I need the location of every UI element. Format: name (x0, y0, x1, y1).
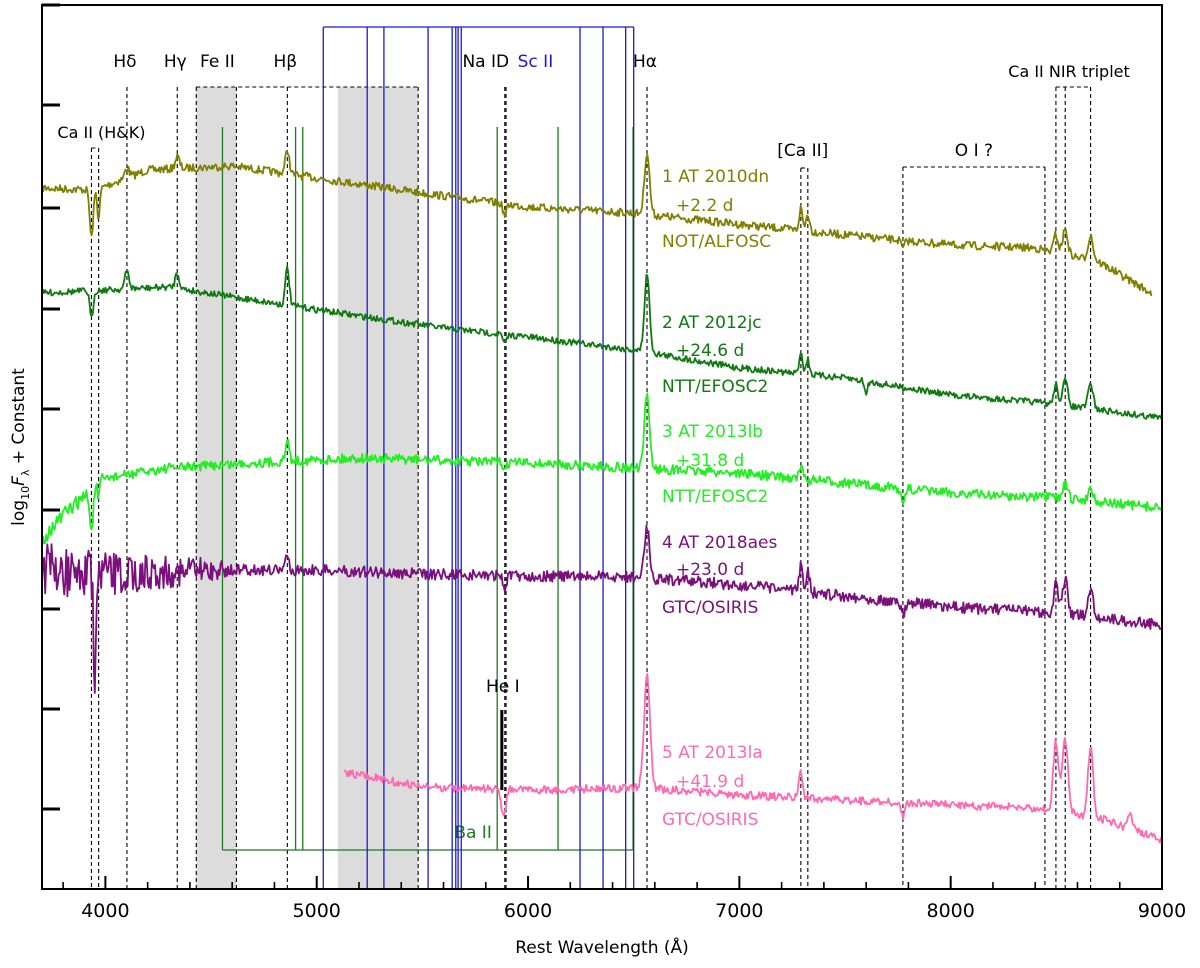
series-instrument: GTC/OSIRIS (662, 810, 758, 830)
series-epoch: +23.0 d (676, 560, 744, 580)
series-epoch: +31.8 d (676, 451, 744, 471)
series-name: 1 AT 2010dn (662, 167, 769, 187)
x-tick-label: 9000 (1138, 900, 1186, 922)
spectrum-line (41, 392, 1163, 547)
ba-ii-markers: Ba II (221, 127, 634, 851)
x-tick-label: 4000 (81, 900, 129, 922)
x-tick-label: 7000 (715, 900, 763, 922)
series-label-5: 5 AT 2013la +41.9 d GTC/OSIRIS (662, 743, 763, 830)
y-axis-label: log10Fλ + Constant (9, 368, 32, 526)
series-label-3: 3 AT 2013lb +31.8 d NTT/EFOSC2 (662, 422, 768, 507)
fe-ii-label: Fe II (200, 52, 235, 72)
series-name: 3 AT 2013lb (662, 422, 763, 442)
line-identification-markers (90, 86, 1092, 889)
spectra-series (41, 150, 1163, 844)
spectrum-line (343, 672, 1163, 844)
ca-hk-label: Ca II (H&K) (57, 123, 145, 142)
series-instrument: NTT/EFOSC2 (662, 487, 768, 507)
forbidden-ca-ii-label: [Ca II] (777, 141, 828, 161)
x-tick-label: 8000 (926, 900, 974, 922)
plot-frame (41, 4, 1163, 890)
axes: 4000 5000 6000 7000 8000 9000 (42, 3, 1186, 922)
series-label-2: 2 AT 2012jc +24.6 d NTT/EFOSC2 (662, 313, 768, 397)
series-label-1: 1 AT 2010dn +2.2 d NOT/ALFOSC (662, 167, 771, 252)
ba-ii-label: Ba II (454, 823, 492, 843)
na-id-label: Na ID (462, 52, 509, 72)
series-epoch: +24.6 d (676, 341, 744, 361)
shaded-regions (196, 87, 419, 889)
series-instrument: GTC/OSIRIS (662, 598, 758, 618)
h-gamma-label: Hγ (164, 52, 187, 72)
spectrum-line (41, 524, 1163, 694)
spectrum-line (41, 150, 1153, 297)
series-label-4: 4 AT 2018aes +23.0 d GTC/OSIRIS (662, 533, 777, 618)
x-tick-label: 5000 (293, 900, 341, 922)
h-alpha-label: Hα (633, 52, 657, 72)
series-instrument: NOT/ALFOSC (662, 232, 771, 252)
spectrum-line (41, 265, 1163, 421)
series-name: 2 AT 2012jc (662, 313, 762, 333)
ca-nir-label: Ca II NIR triplet (1008, 62, 1130, 81)
series-epoch: +2.2 d (676, 196, 733, 216)
o-i-label: O I ? (955, 141, 993, 161)
series-instrument: NTT/EFOSC2 (662, 377, 768, 397)
series-name: 5 AT 2013la (662, 743, 763, 763)
sc-ii-label: Sc II (518, 52, 554, 72)
x-axis-label: Rest Wavelength (Å) (515, 936, 689, 958)
series-name: 4 AT 2018aes (662, 533, 777, 553)
he-i-label: He I (486, 677, 520, 697)
line-identification-labels: Ca II (H&K) Hδ Hγ Hβ Hα Fe II Na ID [Ca II] O I … (57, 52, 1129, 697)
h-beta-label: Hβ (274, 52, 298, 72)
series-epoch: +41.9 d (676, 772, 744, 792)
series-labels: 1 AT 2010dn +2.2 d NOT/ALFOSC 2 AT 2012jc +2… (662, 167, 777, 830)
shaded-region (337, 87, 419, 889)
h-delta-label: Hδ (113, 52, 136, 72)
shaded-region (196, 87, 237, 889)
x-tick-label: 6000 (504, 900, 552, 922)
